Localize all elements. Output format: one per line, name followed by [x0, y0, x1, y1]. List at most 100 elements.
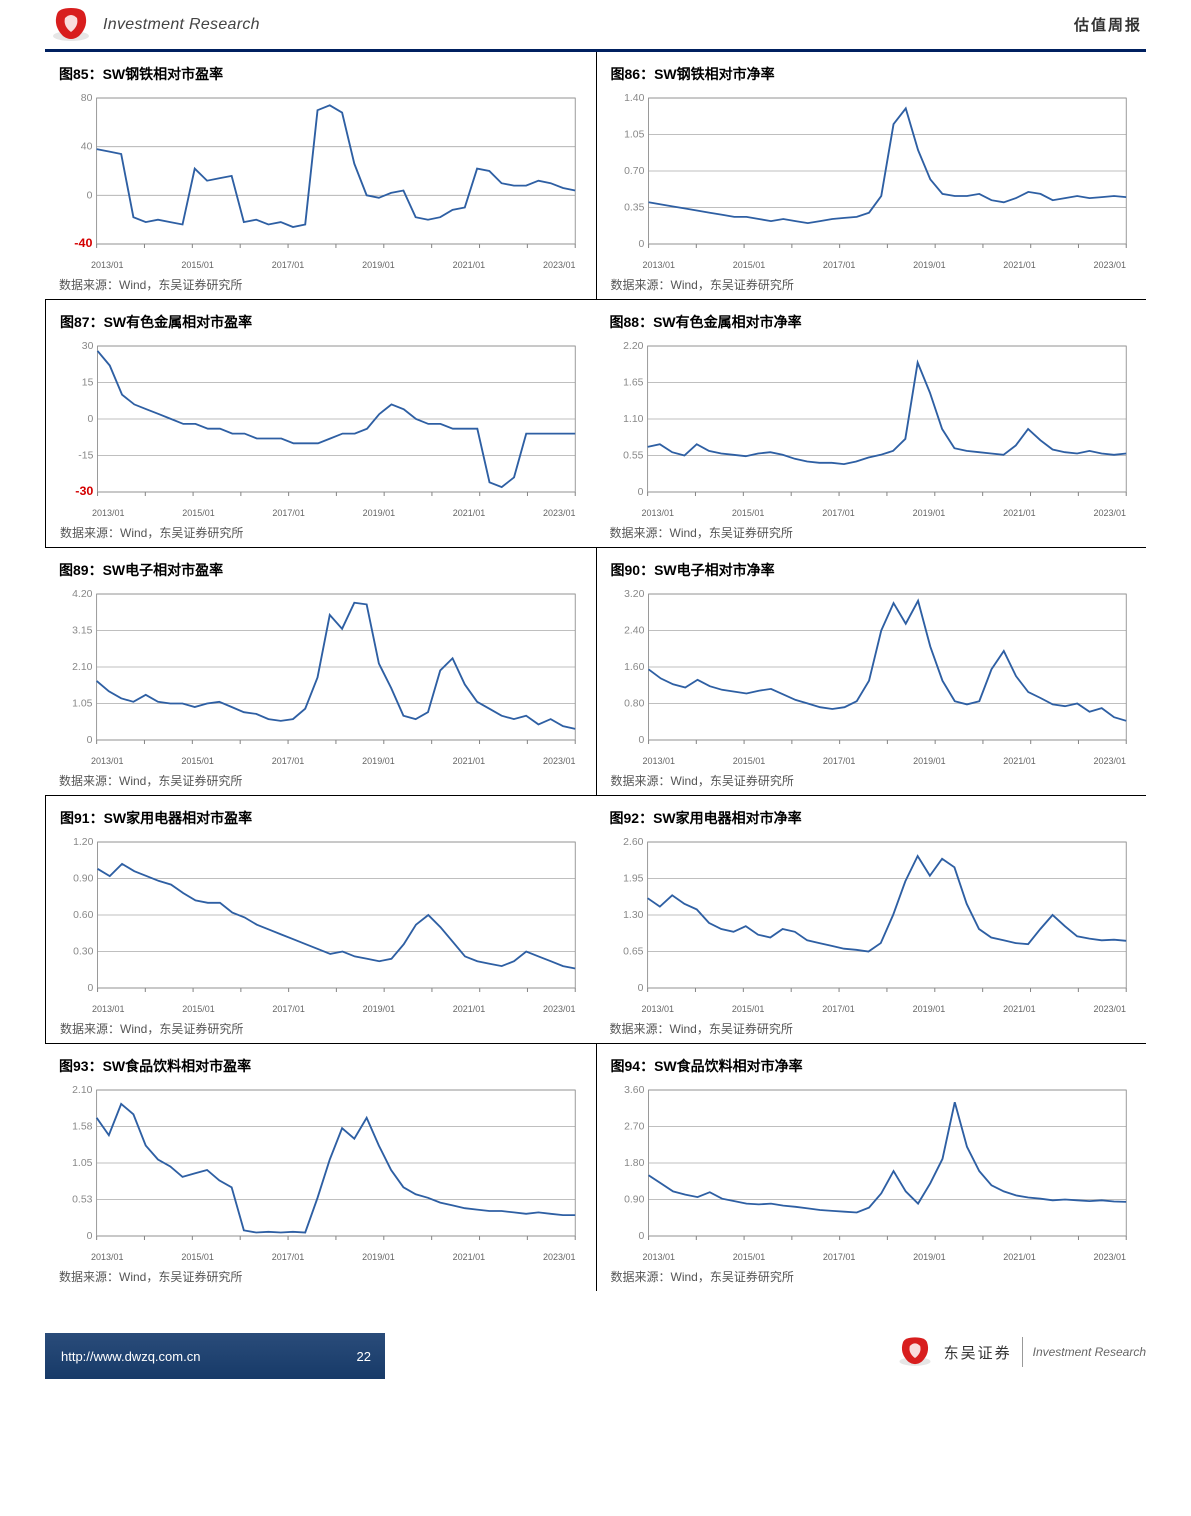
- chart-cell: 图85：SW钢铁相对市盈率-40040802013/012015/012017/…: [45, 52, 596, 299]
- chart-cell: 图91：SW家用电器相对市盈率00.300.600.901.202013/012…: [45, 796, 596, 1043]
- x-tick-label: 2023/01: [543, 260, 576, 270]
- chart-plot: 00.801.602.403.20: [611, 586, 1133, 754]
- svg-text:1.10: 1.10: [623, 414, 644, 425]
- svg-text:15: 15: [82, 378, 94, 389]
- figure-title: 图87：SW有色金属相对市盈率: [60, 312, 582, 332]
- figure-source: 数据来源：Wind，东吴证券研究所: [60, 524, 582, 541]
- x-axis-labels: 2013/012015/012017/012019/012021/012023/…: [610, 1002, 1133, 1014]
- x-tick-label: 2013/01: [91, 260, 124, 270]
- x-tick-label: 2013/01: [643, 260, 676, 270]
- footer-site: http://www.dwzq.com.cn: [61, 1349, 200, 1364]
- x-tick-label: 2023/01: [1093, 1004, 1126, 1014]
- figure-source: 数据来源：Wind，东吴证券研究所: [60, 1020, 582, 1037]
- chart-cell: 图92：SW家用电器相对市净率00.651.301.952.602013/012…: [596, 796, 1147, 1043]
- figure-source: 数据来源：Wind，东吴证券研究所: [610, 1020, 1133, 1037]
- svg-text:0: 0: [638, 735, 644, 746]
- chart-plot: 01.052.103.154.20: [59, 586, 582, 754]
- x-tick-label: 2013/01: [92, 508, 125, 518]
- footer-left: http://www.dwzq.com.cn 22: [45, 1333, 385, 1379]
- x-tick-label: 2013/01: [642, 508, 675, 518]
- x-tick-label: 2021/01: [453, 508, 486, 518]
- figure-title: 图88：SW有色金属相对市净率: [610, 312, 1133, 332]
- x-axis-labels: 2013/012015/012017/012019/012021/012023/…: [60, 1002, 582, 1014]
- x-axis-labels: 2013/012015/012017/012019/012021/012023/…: [60, 506, 582, 518]
- svg-text:-30: -30: [75, 484, 93, 498]
- chart-cell: 图87：SW有色金属相对市盈率-30-15015302013/012015/01…: [45, 300, 596, 547]
- x-tick-label: 2017/01: [822, 1004, 855, 1014]
- chart-plot: 00.300.600.901.20: [60, 834, 582, 1002]
- svg-text:0.35: 0.35: [624, 203, 645, 214]
- figure-source: 数据来源：Wind，东吴证券研究所: [611, 772, 1133, 789]
- x-tick-label: 2023/01: [543, 756, 576, 766]
- svg-text:0: 0: [87, 191, 93, 202]
- brand-logo-icon: [49, 6, 93, 44]
- figure-source: 数据来源：Wind，东吴证券研究所: [59, 772, 582, 789]
- svg-text:3.20: 3.20: [624, 589, 645, 600]
- x-tick-label: 2017/01: [822, 508, 855, 518]
- figure-title: 图93：SW食品饮料相对市盈率: [59, 1056, 582, 1076]
- x-tick-label: 2023/01: [543, 1004, 576, 1014]
- page-footer: http://www.dwzq.com.cn 22 东吴证券 Investmen…: [45, 1309, 1146, 1379]
- x-tick-label: 2023/01: [1093, 260, 1126, 270]
- chart-cell: 图90：SW电子相对市净率00.801.602.403.202013/01201…: [596, 548, 1147, 795]
- footer-brand-cn: 东吴证券: [944, 1342, 1012, 1363]
- x-tick-label: 2019/01: [362, 756, 395, 766]
- x-tick-label: 2015/01: [181, 260, 214, 270]
- x-axis-labels: 2013/012015/012017/012019/012021/012023/…: [59, 258, 582, 270]
- x-tick-label: 2019/01: [363, 1004, 396, 1014]
- svg-text:0.55: 0.55: [623, 451, 644, 462]
- x-tick-label: 2015/01: [181, 1252, 214, 1262]
- x-tick-label: 2015/01: [181, 756, 214, 766]
- x-tick-label: 2021/01: [1003, 756, 1036, 766]
- x-tick-label: 2013/01: [642, 1004, 675, 1014]
- svg-text:1.65: 1.65: [623, 378, 644, 389]
- svg-text:1.58: 1.58: [72, 1122, 93, 1133]
- svg-text:0.90: 0.90: [73, 874, 94, 885]
- svg-text:0: 0: [87, 735, 93, 746]
- x-tick-label: 2017/01: [823, 756, 856, 766]
- svg-text:30: 30: [82, 341, 94, 352]
- x-tick-label: 2021/01: [453, 1004, 486, 1014]
- x-tick-label: 2017/01: [272, 260, 305, 270]
- chart-cell: 图88：SW有色金属相对市净率00.551.101.652.202013/012…: [596, 300, 1147, 547]
- svg-text:-15: -15: [78, 451, 93, 462]
- svg-text:0.60: 0.60: [73, 910, 94, 921]
- chart-cell: 图94：SW食品饮料相对市净率00.901.802.703.602013/012…: [596, 1044, 1147, 1291]
- x-tick-label: 2017/01: [823, 260, 856, 270]
- figure-source: 数据来源：Wind，东吴证券研究所: [610, 524, 1133, 541]
- chart-plot: -4004080: [59, 90, 582, 258]
- figure-source: 数据来源：Wind，东吴证券研究所: [59, 1268, 582, 1285]
- svg-text:3.60: 3.60: [624, 1085, 645, 1096]
- x-axis-labels: 2013/012015/012017/012019/012021/012023/…: [59, 754, 582, 766]
- x-tick-label: 2015/01: [733, 1252, 766, 1262]
- svg-text:3.15: 3.15: [72, 626, 93, 637]
- figure-title: 图94：SW食品饮料相对市净率: [611, 1056, 1133, 1076]
- figure-title: 图86：SW钢铁相对市净率: [611, 64, 1133, 84]
- x-tick-label: 2019/01: [913, 260, 946, 270]
- svg-text:0: 0: [637, 487, 643, 498]
- svg-text:0: 0: [638, 239, 644, 250]
- svg-text:4.20: 4.20: [72, 589, 93, 600]
- chart-plot: 00.901.802.703.60: [611, 1082, 1133, 1250]
- footer-logo-icon: [896, 1335, 934, 1369]
- x-tick-label: 2015/01: [182, 508, 215, 518]
- svg-text:0.53: 0.53: [72, 1195, 93, 1206]
- x-tick-label: 2019/01: [362, 260, 395, 270]
- svg-text:2.60: 2.60: [623, 837, 644, 848]
- svg-text:2.70: 2.70: [624, 1122, 645, 1133]
- x-tick-label: 2015/01: [733, 260, 766, 270]
- svg-text:1.30: 1.30: [623, 910, 644, 921]
- svg-text:1.20: 1.20: [73, 837, 94, 848]
- chart-plot: 00.531.051.582.10: [59, 1082, 582, 1250]
- figure-title: 图89：SW电子相对市盈率: [59, 560, 582, 580]
- svg-text:80: 80: [81, 93, 93, 104]
- header-left: Investment Research: [49, 6, 260, 44]
- footer-divider: [1022, 1337, 1023, 1367]
- x-tick-label: 2013/01: [91, 756, 124, 766]
- svg-text:1.60: 1.60: [624, 662, 645, 673]
- x-tick-label: 2021/01: [1003, 1004, 1036, 1014]
- svg-text:2.10: 2.10: [72, 1085, 93, 1096]
- x-tick-label: 2017/01: [272, 1004, 305, 1014]
- header-subtitle: 估值周报: [1074, 14, 1142, 35]
- footer-brand-en: Investment Research: [1033, 1345, 1146, 1359]
